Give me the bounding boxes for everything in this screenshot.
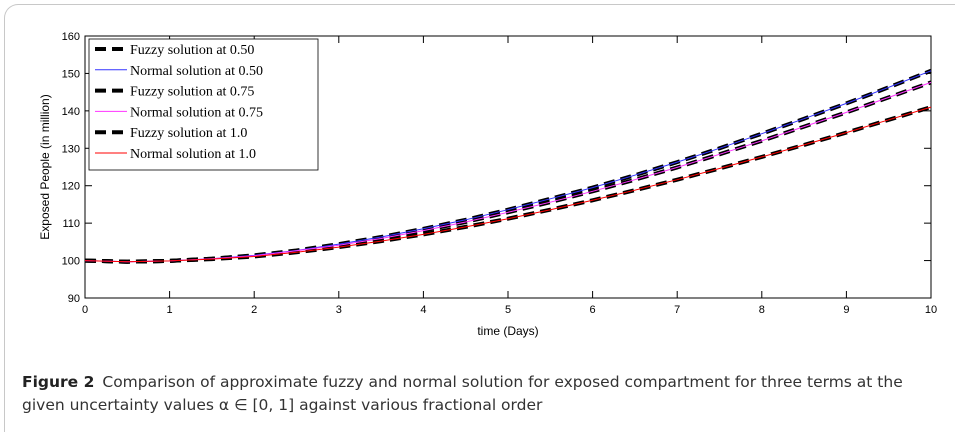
- series-line-4: [84, 81, 932, 263]
- legend-box: [88, 38, 319, 171]
- x-tick-label-2: 2: [251, 304, 257, 316]
- y-tick-label-5: 140: [62, 106, 80, 118]
- legend-label-6: Normal solution at 1.0: [130, 147, 256, 162]
- y-tick-label-1: 100: [62, 256, 80, 268]
- y-tick-label-7: 160: [62, 31, 80, 43]
- caption-text: Comparison of approximate fuzzy and norm…: [22, 373, 903, 414]
- x-tick-label-7: 7: [674, 304, 680, 316]
- y-tick-label-2: 110: [62, 218, 80, 230]
- legend-label-1: Fuzzy solution at 0.50: [130, 43, 254, 58]
- y-axis-label: Exposed People (in million): [38, 94, 52, 239]
- figure-caption: Figure 2 Comparison of approximate fuzzy …: [22, 371, 942, 417]
- x-tick-label-10: 10: [925, 304, 937, 316]
- series-line-6: [84, 106, 932, 263]
- x-tick-label-9: 9: [843, 304, 849, 316]
- x-axis-label: time (Days): [477, 324, 538, 338]
- x-tick-label-6: 6: [590, 304, 596, 316]
- y-tick-label-0: 90: [68, 293, 80, 305]
- legend-label-2: Normal solution at 0.50: [130, 64, 263, 79]
- y-tick-label-4: 130: [62, 143, 80, 155]
- x-tick-label-4: 4: [420, 304, 426, 316]
- y-tick-label-6: 150: [62, 68, 80, 80]
- figure-frame: [4, 4, 955, 432]
- exposed-people-chart: 0 1 2 3 4 5 6 7 8 9 10 90 100 110 120 130 140 150 160 time…: [38, 31, 937, 338]
- x-tick-label-8: 8: [759, 304, 765, 316]
- legend: Fuzzy solution at 0.50 Normal solution at…: [88, 38, 319, 171]
- x-tick-label-1: 1: [167, 304, 173, 316]
- y-tick-label-3: 120: [62, 181, 80, 193]
- x-tick-label-3: 3: [336, 304, 342, 316]
- legend-label-5: Fuzzy solution at 1.0: [130, 126, 247, 141]
- x-tick-label-5: 5: [505, 304, 511, 316]
- caption-label: Figure 2: [22, 373, 95, 391]
- x-tick-label-0: 0: [82, 304, 88, 316]
- legend-label-3: Fuzzy solution at 0.75: [130, 85, 254, 100]
- legend-label-4: Normal solution at 0.75: [130, 105, 263, 120]
